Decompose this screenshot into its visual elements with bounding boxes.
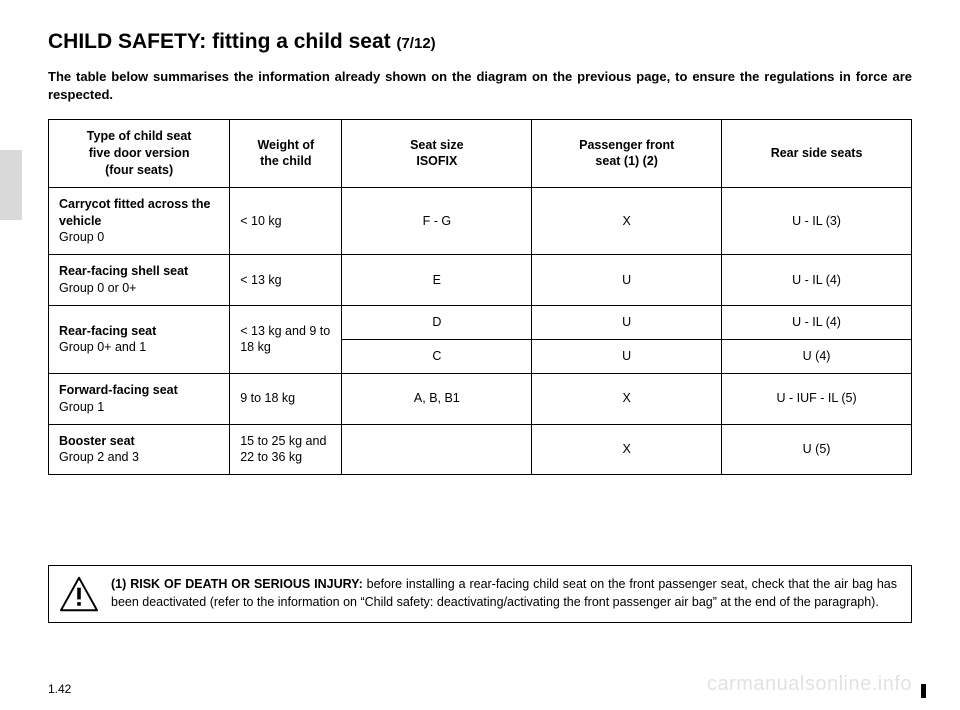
cell-weight: 9 to 18 kg	[230, 373, 342, 424]
cell-weight: 15 to 25 kg and 22 to 36 kg	[230, 424, 342, 475]
cell-front: U	[532, 255, 722, 306]
cell-iso: D	[342, 306, 532, 340]
col-header-isofix: Seat size ISOFIX	[342, 120, 532, 188]
col-header-rear: Rear side seats	[722, 120, 912, 188]
cell-iso	[342, 424, 532, 475]
header-text: Rear side seats	[771, 146, 863, 160]
cell-rear: U (5)	[722, 424, 912, 475]
warning-text: (1) RISK OF DEATH OR SERIOUS INJURY: bef…	[111, 576, 897, 611]
header-text: Weight of	[257, 138, 314, 152]
warning-bold: (1) RISK OF DEATH OR SERIOUS INJURY:	[111, 577, 367, 591]
cell-weight: < 13 kg	[230, 255, 342, 306]
cell-iso: E	[342, 255, 532, 306]
cell-type: Carrycot fitted across the vehicle Group…	[49, 187, 230, 255]
title-sub: (7/12)	[396, 35, 435, 52]
header-text: Seat size	[410, 138, 464, 152]
row-title: Rear-facing seat	[59, 324, 156, 338]
row-sub: Group 1	[59, 400, 104, 414]
watermark: carmanualsonline.info	[707, 673, 912, 696]
warning-box: (1) RISK OF DEATH OR SERIOUS INJURY: bef…	[48, 565, 912, 623]
page-number: 1.42	[48, 682, 71, 696]
cell-front: X	[532, 424, 722, 475]
header-text: the child	[260, 154, 311, 168]
cell-front: X	[532, 373, 722, 424]
child-seat-table: Type of child seat five door version (fo…	[48, 119, 912, 475]
cell-rear: U (4)	[722, 339, 912, 373]
col-header-front: Passenger front seat (1) (2)	[532, 120, 722, 188]
row-sub: Group 0	[59, 230, 104, 244]
col-header-type: Type of child seat five door version (fo…	[49, 120, 230, 188]
row-title: Booster seat	[59, 434, 135, 448]
cell-front: X	[532, 187, 722, 255]
cell-front: U	[532, 339, 722, 373]
table-row: Forward-facing seat Group 1 9 to 18 kg A…	[49, 373, 912, 424]
table-header-row: Type of child seat five door version (fo…	[49, 120, 912, 188]
header-text: seat (1) (2)	[595, 154, 658, 168]
cell-rear: U - IUF - IL (5)	[722, 373, 912, 424]
section-tab	[0, 150, 22, 220]
cell-type: Rear-facing seat Group 0+ and 1	[49, 306, 230, 374]
table-row: Carrycot fitted across the vehicle Group…	[49, 187, 912, 255]
header-text: Type of child seat	[87, 129, 192, 143]
cell-weight: < 13 kg and 9 to 18 kg	[230, 306, 342, 374]
cell-iso: A, B, B1	[342, 373, 532, 424]
row-sub: Group 2 and 3	[59, 450, 139, 464]
cell-rear: U - IL (4)	[722, 255, 912, 306]
header-text: Passenger front	[579, 138, 674, 152]
cell-type: Booster seat Group 2 and 3	[49, 424, 230, 475]
table-row: Booster seat Group 2 and 3 15 to 25 kg a…	[49, 424, 912, 475]
crop-mark	[921, 684, 926, 698]
intro-text: The table below summarises the informati…	[48, 68, 912, 103]
cell-weight: < 10 kg	[230, 187, 342, 255]
title-main: CHILD SAFETY: fitting a child seat	[48, 30, 396, 53]
row-title: Forward-facing seat	[59, 383, 178, 397]
cell-type: Rear-facing shell seat Group 0 or 0+	[49, 255, 230, 306]
row-title: Rear-facing shell seat	[59, 264, 188, 278]
cell-rear: U - IL (4)	[722, 306, 912, 340]
header-text: ISOFIX	[416, 154, 457, 168]
row-sub: Group 0 or 0+	[59, 281, 136, 295]
cell-type: Forward-facing seat Group 1	[49, 373, 230, 424]
table-row: Rear-facing seat Group 0+ and 1 < 13 kg …	[49, 306, 912, 340]
cell-iso: F - G	[342, 187, 532, 255]
header-text: five door version	[89, 146, 190, 160]
row-title: Carrycot fitted across the vehicle	[59, 197, 210, 228]
warning-icon	[59, 576, 99, 612]
cell-front: U	[532, 306, 722, 340]
cell-iso: C	[342, 339, 532, 373]
table-row: Rear-facing shell seat Group 0 or 0+ < 1…	[49, 255, 912, 306]
col-header-weight: Weight of the child	[230, 120, 342, 188]
cell-rear: U - IL (3)	[722, 187, 912, 255]
header-text: (four seats)	[105, 163, 173, 177]
row-sub: Group 0+ and 1	[59, 340, 146, 354]
page-title: CHILD SAFETY: fitting a child seat (7/12…	[48, 30, 912, 54]
